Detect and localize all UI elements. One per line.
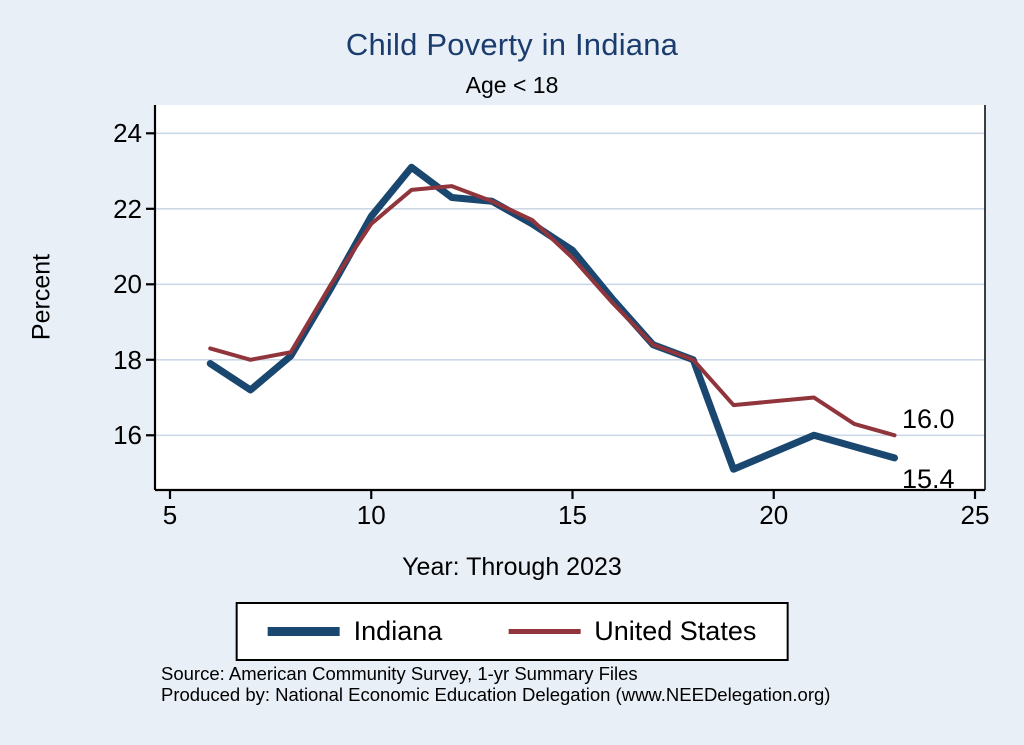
source-note: Source: American Community Survey, 1-yr …: [161, 663, 830, 705]
legend-line-swatch: [267, 627, 340, 636]
y-tick-label: 16: [113, 420, 142, 451]
end-value-label: 16.0: [902, 404, 955, 435]
x-tick-label: 10: [356, 500, 386, 530]
chart-subtitle: Age < 18: [465, 72, 559, 98]
legend-item: Indiana: [267, 616, 443, 647]
y-tick-label: 22: [113, 193, 142, 224]
source-line-2: Produced by: National Economic Education…: [161, 684, 831, 705]
legend-item: United States: [508, 616, 756, 647]
legend: Indiana United States: [235, 602, 789, 661]
y-tick-label: 24: [113, 118, 142, 149]
y-tick-label: 18: [113, 344, 142, 375]
legend-label: United States: [594, 616, 757, 646]
y-tick-label: 20: [113, 269, 142, 300]
x-axis-label: Year: Through 2023: [402, 553, 622, 581]
legend-label: Indiana: [353, 616, 443, 646]
legend-line-swatch: [508, 629, 581, 634]
x-tick-label: 15: [558, 500, 587, 530]
end-value-label: 15.4: [902, 463, 955, 494]
x-tick-label: 20: [759, 500, 789, 530]
source-line-1: Source: American Community Survey, 1-yr …: [161, 663, 638, 684]
x-tick-label: 5: [162, 500, 178, 530]
x-tick-label: 25: [960, 500, 990, 530]
chart-title: Child Poverty in Indiana: [345, 27, 679, 62]
